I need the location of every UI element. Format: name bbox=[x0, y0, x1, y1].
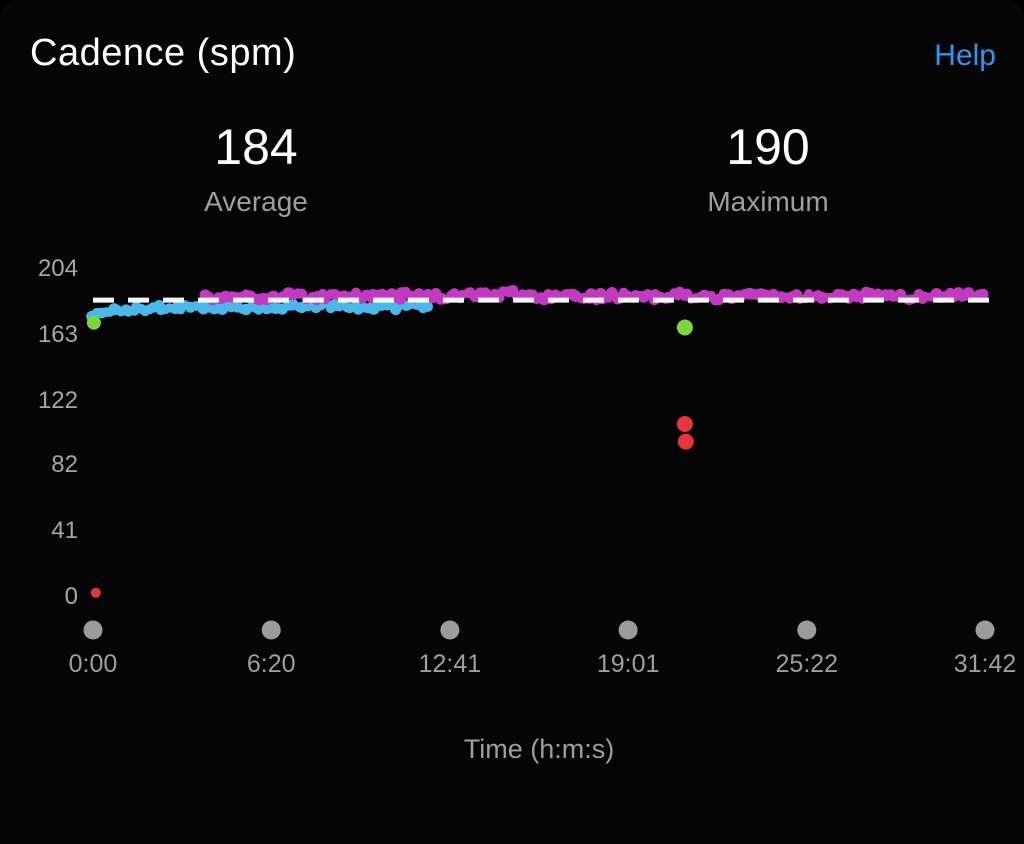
maximum-label: Maximum bbox=[707, 186, 829, 217]
series-point-cadence-segment-1 bbox=[422, 301, 434, 312]
outlier-point-outliers-red bbox=[676, 416, 693, 432]
x-axis-tick-dot bbox=[797, 620, 817, 640]
outlier-point-outliers-green bbox=[676, 319, 693, 336]
average-value: 184 bbox=[214, 119, 298, 175]
y-axis-tick-label: 0 bbox=[65, 583, 78, 610]
x-axis-tick-dot bbox=[975, 620, 995, 640]
outlier-point-outliers-red bbox=[90, 587, 101, 598]
x-axis-tick-dot bbox=[261, 620, 281, 640]
y-axis-tick-label: 41 bbox=[51, 517, 78, 544]
x-axis-tick-label: 12:41 bbox=[419, 650, 482, 678]
y-axis-tick-label: 204 bbox=[38, 255, 78, 282]
x-axis-title: Time (h:m:s) bbox=[464, 734, 615, 764]
maximum-value: 190 bbox=[726, 119, 810, 175]
help-link[interactable]: Help bbox=[934, 39, 996, 72]
x-axis-tick-dot bbox=[618, 620, 638, 640]
average-label: Average bbox=[204, 186, 308, 217]
y-axis-tick-label: 82 bbox=[51, 451, 78, 478]
x-axis-tick-label: 0:00 bbox=[69, 650, 118, 678]
series-point-cadence-segment-2 bbox=[977, 288, 989, 300]
page-title: Cadence (spm) bbox=[30, 32, 297, 74]
x-axis-tick-label: 6:20 bbox=[247, 650, 296, 678]
x-axis-tick-label: 31:42 bbox=[954, 650, 1017, 678]
outlier-point-outliers-red bbox=[677, 433, 694, 450]
x-axis-tick-label: 25:22 bbox=[776, 650, 839, 678]
x-axis-tick-dot bbox=[440, 620, 460, 640]
outlier-point-outliers-green bbox=[86, 315, 101, 330]
chart-header: Cadence (spm) Help bbox=[30, 32, 996, 75]
summary-stats: 184 Average 190 Maximum bbox=[0, 118, 1024, 218]
y-axis-tick-label: 163 bbox=[38, 321, 78, 348]
stat-average: 184 Average bbox=[0, 118, 512, 218]
y-axis-tick-label: 122 bbox=[38, 387, 78, 414]
x-axis-tick-label: 19:01 bbox=[597, 650, 660, 678]
x-axis-tick-dot bbox=[83, 620, 103, 640]
stat-maximum: 190 Maximum bbox=[512, 118, 1024, 218]
